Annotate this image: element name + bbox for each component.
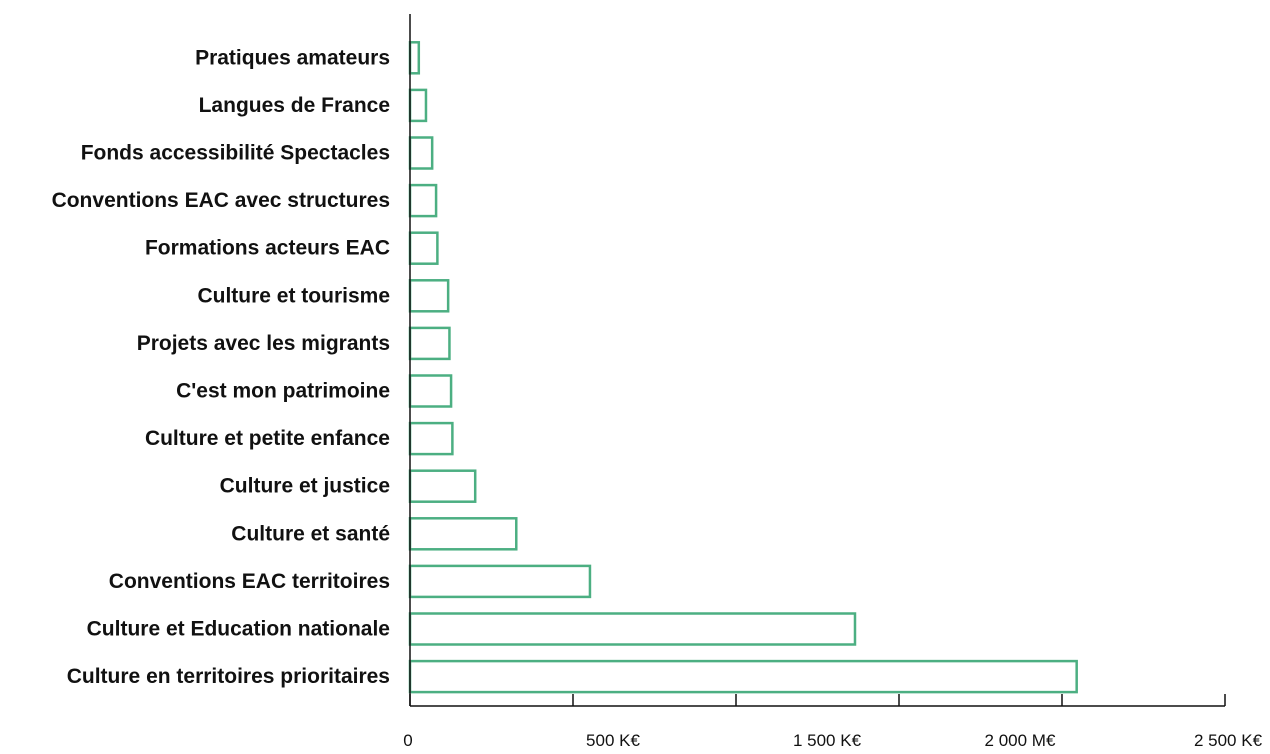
bar-11 xyxy=(408,564,592,599)
category-label: Projets avec les migrants xyxy=(137,332,390,355)
category-label: Conventions EAC territoires xyxy=(109,570,390,593)
category-label: Culture et justice xyxy=(220,475,390,498)
x-ticks-group xyxy=(409,694,1226,706)
x-tick-label: 0 xyxy=(403,731,412,750)
category-label: Fonds accessibilité Spectacles xyxy=(81,142,390,165)
bar-3 xyxy=(408,183,438,218)
x-tick-label: 1 500 K€ xyxy=(793,731,862,750)
bar-1 xyxy=(408,88,428,123)
category-label: C'est mon patrimoine xyxy=(176,380,390,403)
x-tick-label: 500 K€ xyxy=(586,731,640,750)
category-label: Conventions EAC avec structures xyxy=(52,189,390,212)
category-label: Culture et santé xyxy=(231,522,390,545)
bar-9 xyxy=(408,469,477,503)
bar-5 xyxy=(408,279,450,313)
category-label: Culture et petite enfance xyxy=(145,427,390,450)
category-label: Culture et tourisme xyxy=(197,284,390,307)
category-labels-group: Pratiques amateurs Langues de France Fonds… xyxy=(52,46,390,688)
bar-4 xyxy=(408,231,439,265)
bar-8 xyxy=(408,421,454,456)
bar-0 xyxy=(408,41,421,75)
x-tick-label: 2 000 M€ xyxy=(985,731,1056,750)
category-label: Culture et Education nationale xyxy=(87,618,390,641)
bar-12 xyxy=(408,612,857,646)
bar-2 xyxy=(408,136,434,170)
bars-group xyxy=(408,41,1078,694)
category-label: Langues de France xyxy=(199,94,390,117)
x-tick-label: 2 500 K€ xyxy=(1194,731,1263,750)
bar-6 xyxy=(408,326,451,361)
x-tick-labels-group: 0 500 K€ 1 500 K€ 2 000 M€ 2 500 K€ xyxy=(403,731,1262,750)
category-label: Pratiques amateurs xyxy=(195,46,390,69)
bar-13 xyxy=(408,659,1078,694)
bar-10 xyxy=(408,517,518,551)
bar-7 xyxy=(408,374,453,408)
category-label: Culture en territoires prioritaires xyxy=(67,665,390,688)
category-label: Formations acteurs EAC xyxy=(145,237,390,260)
